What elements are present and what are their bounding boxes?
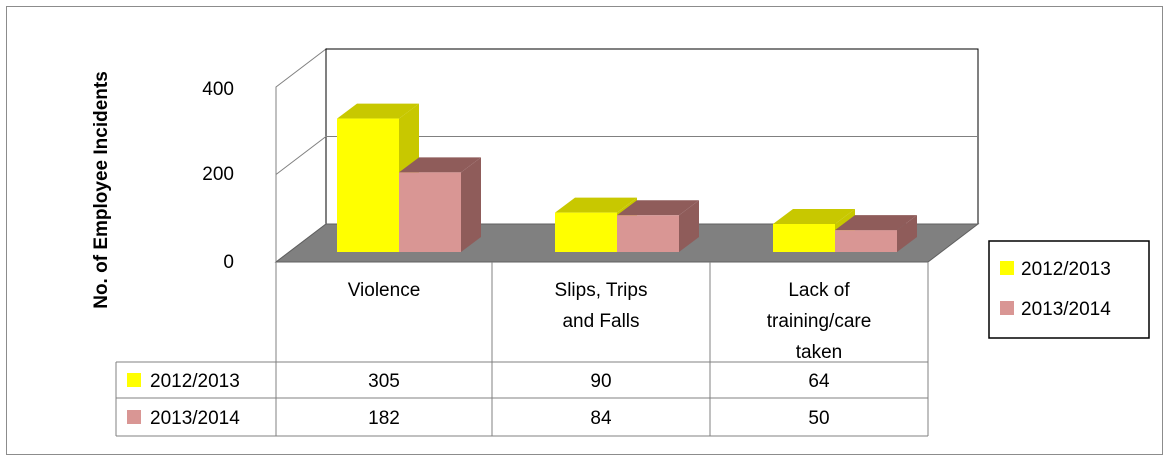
bar-top xyxy=(399,157,481,173)
bar xyxy=(835,230,897,252)
category-label-line: training/care xyxy=(767,311,872,332)
category-label-line: taken xyxy=(796,342,842,363)
legend-box xyxy=(988,240,1150,339)
table-legend-swatch xyxy=(127,410,141,424)
table-legend-swatch xyxy=(127,373,141,387)
legend-label: 2012/2013 xyxy=(1021,259,1111,280)
bar-top xyxy=(835,215,917,231)
legend-swatch xyxy=(1000,261,1014,275)
bar-top xyxy=(773,209,855,224)
bar xyxy=(617,215,679,252)
table-cell-value: 50 xyxy=(808,408,829,429)
bar-side xyxy=(679,200,699,252)
bar-side xyxy=(897,215,917,252)
bar-top xyxy=(617,200,699,216)
bar xyxy=(773,224,835,252)
table-cell-value: 90 xyxy=(590,371,611,392)
y-axis: 400 200 0 xyxy=(202,79,234,273)
legend-label: 2013/2014 xyxy=(1021,299,1111,320)
category-label: Lack of training/care taken xyxy=(767,280,872,363)
bars xyxy=(337,103,917,252)
bar xyxy=(399,172,461,252)
category-label-line: Violence xyxy=(348,280,421,301)
table-row-header: 2013/2014 xyxy=(150,408,240,429)
category-label: Violence xyxy=(348,280,421,301)
bar-side xyxy=(461,157,481,252)
bar xyxy=(555,212,617,252)
legend-swatch xyxy=(1000,301,1014,315)
category-label-line: Lack of xyxy=(788,280,850,301)
category-label-line: and Falls xyxy=(562,311,639,332)
bar-top xyxy=(337,103,419,119)
table-cell-value: 305 xyxy=(368,371,400,392)
table-row-header: 2012/2013 xyxy=(150,371,240,392)
category-label: Slips, Trips and Falls xyxy=(555,280,648,332)
data-table: Violence Slips, Trips and Falls Lack of trai… xyxy=(115,262,929,437)
legend: 2012/2013 2013/2014 xyxy=(988,240,1150,339)
table-cell-value: 84 xyxy=(590,408,612,429)
category-label-line: Slips, Trips xyxy=(555,280,648,301)
table-cell-value: 182 xyxy=(368,408,400,429)
y-tick-label: 0 xyxy=(223,252,234,273)
gridline xyxy=(275,136,978,175)
y-tick-label: 200 xyxy=(202,164,234,185)
bar xyxy=(337,118,399,252)
bar-top xyxy=(555,197,637,213)
gridlines xyxy=(275,136,978,175)
y-tick-label: 400 xyxy=(202,79,234,100)
y-axis-label: No. of Employee Incidents xyxy=(91,71,112,309)
table-cell-value: 64 xyxy=(808,371,830,392)
